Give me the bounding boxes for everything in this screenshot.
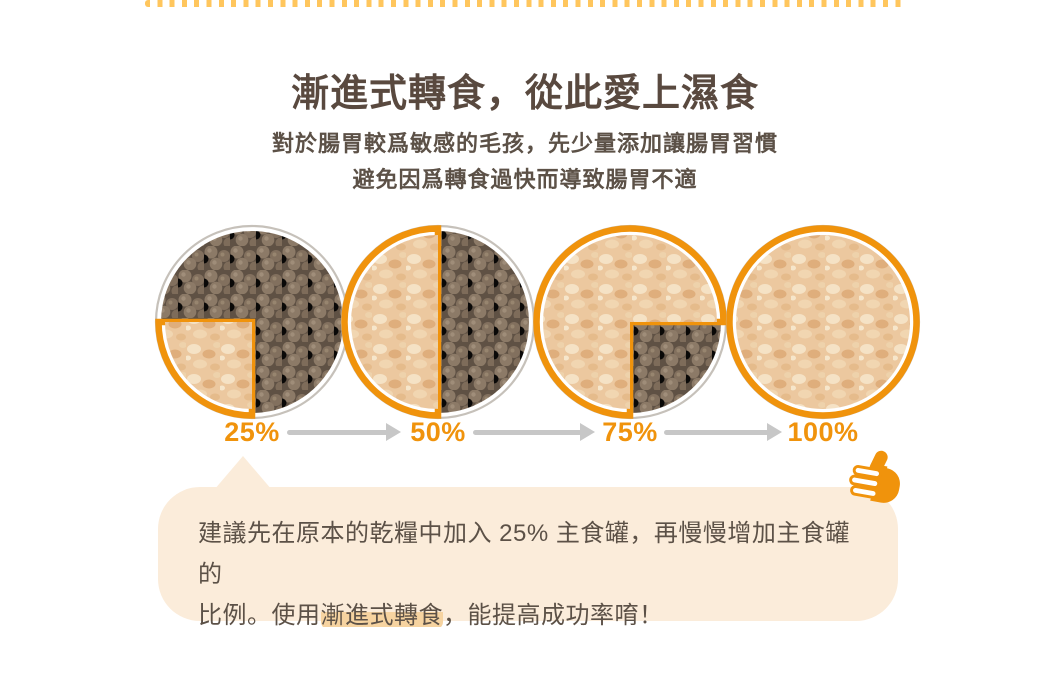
step-label-50: 50%: [410, 417, 466, 447]
top-dotted-border: [145, 0, 907, 7]
page-title: 漸進式轉食，從此愛上濕食: [290, 73, 759, 115]
step-label-25: 25%: [224, 417, 280, 447]
note-line-1: 建議先在原本的乾糧中加入 25% 主食罐，再慢慢增加主食罐的: [198, 520, 850, 588]
bowl-50-graphic: [340, 224, 536, 420]
wet-food-area: [735, 235, 910, 409]
wet-food-area: [351, 235, 438, 409]
bowl-step-50: [338, 222, 538, 422]
bowl-step-75: [530, 222, 730, 422]
note-bubble: 建議先在原本的乾糧中加入 25% 主食罐，再慢慢增加主食罐的 比例。使用漸進式轉…: [158, 487, 898, 629]
thumbs-up-icon: [840, 446, 908, 512]
arrow-right-icon: [287, 423, 401, 441]
note-text: 建議先在原本的乾糧中加入 25% 主食罐，再慢慢增加主食罐的 比例。使用漸進式轉…: [198, 513, 864, 636]
bowl-75-graphic: [532, 224, 728, 420]
subtitle-line-1: 對於腸胃較爲敏感的毛孩，先少量添加讓腸胃習慣: [271, 131, 778, 156]
note-bubble-tail: [214, 456, 272, 490]
bowl-25-graphic: [154, 224, 350, 420]
page-subtitle: 對於腸胃較爲敏感的毛孩，先少量添加讓腸胃習慣 避免因爲轉食過快而導致腸胃不適: [0, 126, 1050, 198]
wet-food-area: [543, 235, 717, 409]
bowl-100-graphic: [725, 224, 921, 420]
subtitle-line-2: 避免因爲轉食過快而導致腸胃不適: [352, 167, 698, 192]
bowl-step-100: [723, 222, 923, 422]
bowl-step-25: [152, 222, 352, 422]
note-line-2-after: ，能提高成功率唷！: [443, 602, 664, 629]
note-line-2-before: 比例。使用: [198, 602, 321, 629]
wet-food-area: [165, 322, 252, 409]
arrow-right-icon: [473, 423, 595, 441]
arrow-right-icon: [664, 423, 782, 441]
step-label-100: 100%: [787, 417, 859, 447]
note-highlighted-phrase: 漸進式轉食: [320, 602, 443, 629]
step-label-75: 75%: [602, 417, 658, 447]
